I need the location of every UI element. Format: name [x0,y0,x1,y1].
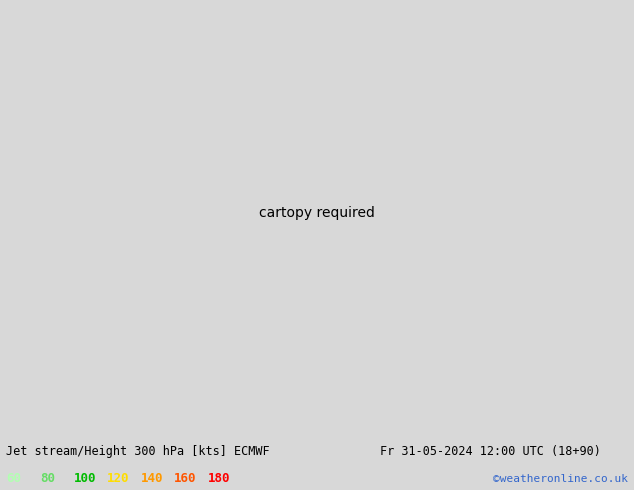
Text: 140: 140 [141,472,163,485]
Text: 80: 80 [40,472,55,485]
Text: 60: 60 [6,472,22,485]
Text: 120: 120 [107,472,129,485]
Text: 100: 100 [74,472,96,485]
Text: ©weatheronline.co.uk: ©weatheronline.co.uk [493,473,628,484]
Text: Jet stream/Height 300 hPa [kts] ECMWF: Jet stream/Height 300 hPa [kts] ECMWF [6,445,270,459]
Text: cartopy required: cartopy required [259,206,375,220]
Text: 180: 180 [208,472,230,485]
Text: 160: 160 [174,472,197,485]
Text: Fr 31-05-2024 12:00 UTC (18+90): Fr 31-05-2024 12:00 UTC (18+90) [380,445,601,459]
